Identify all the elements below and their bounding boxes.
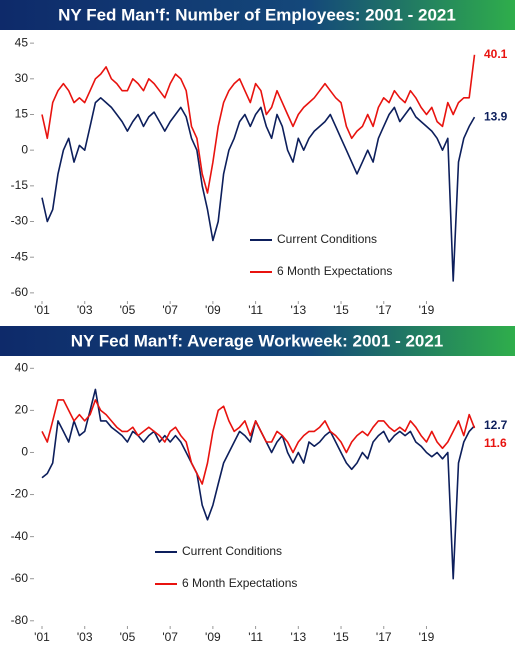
x-tick-label: '07 <box>162 630 178 644</box>
y-tick-label: -45 <box>11 249 29 263</box>
x-tick-label: '11 <box>248 630 263 644</box>
title-bar <box>0 0 515 30</box>
y-tick-label: 20 <box>15 403 29 417</box>
x-tick-label: '13 <box>290 303 306 317</box>
x-tick-label: '15 <box>333 303 349 317</box>
x-tick-label: '01 <box>34 630 50 644</box>
legend-label: Current Conditions <box>277 232 377 246</box>
y-tick-label: -60 <box>11 571 29 585</box>
y-tick-label: 15 <box>15 107 29 121</box>
chart-title: NY Fed Man'f: Number of Employees: 2001 … <box>58 5 456 24</box>
x-tick-label: '11 <box>248 303 263 317</box>
title-bar <box>0 326 515 356</box>
y-tick-label: 0 <box>21 445 28 459</box>
line-series <box>41 97 476 282</box>
line-series <box>41 399 476 485</box>
x-tick-label: '05 <box>120 303 136 317</box>
y-tick-label: -20 <box>11 487 29 501</box>
y-tick-label: 45 <box>15 35 29 49</box>
y-tick-label: -30 <box>11 214 29 228</box>
line-series <box>41 54 476 194</box>
x-tick-label: '05 <box>120 630 136 644</box>
x-tick-label: '01 <box>34 303 50 317</box>
end-value-label: 12.7 <box>484 418 508 432</box>
end-value-label: 40.1 <box>484 47 508 61</box>
x-tick-label: '09 <box>205 630 221 644</box>
y-tick-label: -15 <box>11 178 29 192</box>
x-tick-label: '03 <box>77 630 93 644</box>
x-tick-label: '17 <box>376 303 392 317</box>
x-tick-label: '03 <box>77 303 93 317</box>
x-tick-label: '09 <box>205 303 221 317</box>
y-tick-label: -80 <box>11 613 29 627</box>
end-value-label: 11.6 <box>484 436 507 450</box>
x-tick-label: '07 <box>162 303 178 317</box>
x-tick-label: '19 <box>419 303 435 317</box>
legend-label: 6 Month Expectations <box>277 264 392 278</box>
legend-label: Current Conditions <box>182 544 282 558</box>
x-tick-label: '13 <box>290 630 306 644</box>
x-tick-label: '17 <box>376 630 392 644</box>
end-value-label: 13.9 <box>484 109 508 123</box>
x-tick-label: '19 <box>419 630 435 644</box>
legend-label: 6 Month Expectations <box>182 576 297 590</box>
chart-title: NY Fed Man'f: Average Workweek: 2001 - 2… <box>71 331 444 350</box>
y-tick-label: -60 <box>11 285 29 299</box>
x-tick-label: '15 <box>333 630 349 644</box>
y-tick-label: 40 <box>15 360 29 374</box>
y-tick-label: 0 <box>21 142 28 156</box>
y-tick-label: 30 <box>15 71 29 85</box>
y-tick-label: -40 <box>11 529 29 543</box>
